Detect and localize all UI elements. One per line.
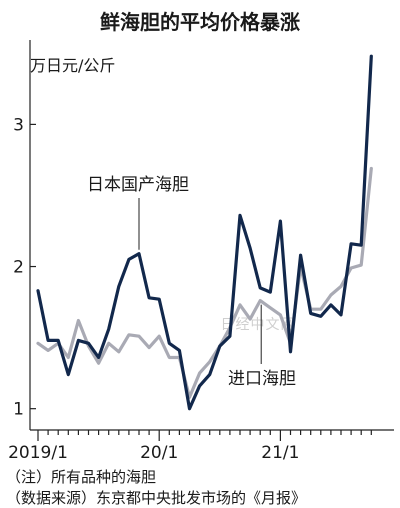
x-tick-label: 21/1 [261, 443, 299, 463]
chart-title: 鲜海胆的平均价格暴涨 [100, 10, 300, 34]
series-layer [36, 54, 373, 411]
axes: 1 2 3 2019/1 20/1 21/1 [8, 40, 394, 463]
footnote-note: （注）所有品种的海胆 [6, 468, 157, 486]
y-tick-label: 3 [13, 115, 24, 135]
annotation-label-imported: 进口海胆 [228, 369, 296, 389]
y-tick-label: 2 [13, 258, 24, 278]
x-tick-label: 20/1 [140, 443, 178, 463]
series-line-imported [36, 166, 373, 399]
annotation-label-domestic: 日本国产海胆 [87, 175, 189, 195]
watermark-text: 日经中文网 [221, 317, 296, 333]
series-line-domestic [36, 54, 373, 411]
x-tick-label: 2019/1 [8, 443, 68, 463]
y-axis-unit-label: 万日元/公斤 [30, 56, 116, 75]
watermark: 日经中文网 [221, 317, 296, 333]
y-tick-label: 1 [13, 400, 24, 420]
footnote-source: （数据来源）东京都中央批发市场的《月报》 [6, 489, 307, 507]
